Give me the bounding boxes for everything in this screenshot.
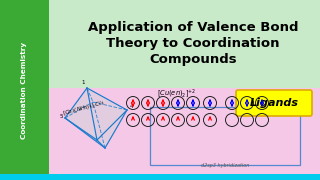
FancyBboxPatch shape xyxy=(49,88,320,175)
Text: $[Cu(en)_2]^{+2}$: $[Cu(en)_2]^{+2}$ xyxy=(157,88,196,100)
FancyBboxPatch shape xyxy=(236,90,312,116)
Text: Application of Valence Bond
Theory to Coordination
Compounds: Application of Valence Bond Theory to Co… xyxy=(88,21,298,66)
Text: 1: 1 xyxy=(81,80,85,85)
Polygon shape xyxy=(65,102,127,148)
FancyBboxPatch shape xyxy=(0,174,320,180)
Text: $[Co_2(NH_3)_6]\ Cl_3$: $[Co_2(NH_3)_6]\ Cl_3$ xyxy=(62,98,106,118)
Text: 5: 5 xyxy=(59,114,63,119)
Text: Coordination Chemistry: Coordination Chemistry xyxy=(21,41,27,139)
FancyBboxPatch shape xyxy=(0,0,49,180)
Text: Ligands: Ligands xyxy=(250,98,299,108)
Text: d2sp3 hybridization: d2sp3 hybridization xyxy=(201,163,249,168)
FancyBboxPatch shape xyxy=(49,0,320,88)
Text: 4: 4 xyxy=(129,104,133,109)
Polygon shape xyxy=(65,88,127,118)
